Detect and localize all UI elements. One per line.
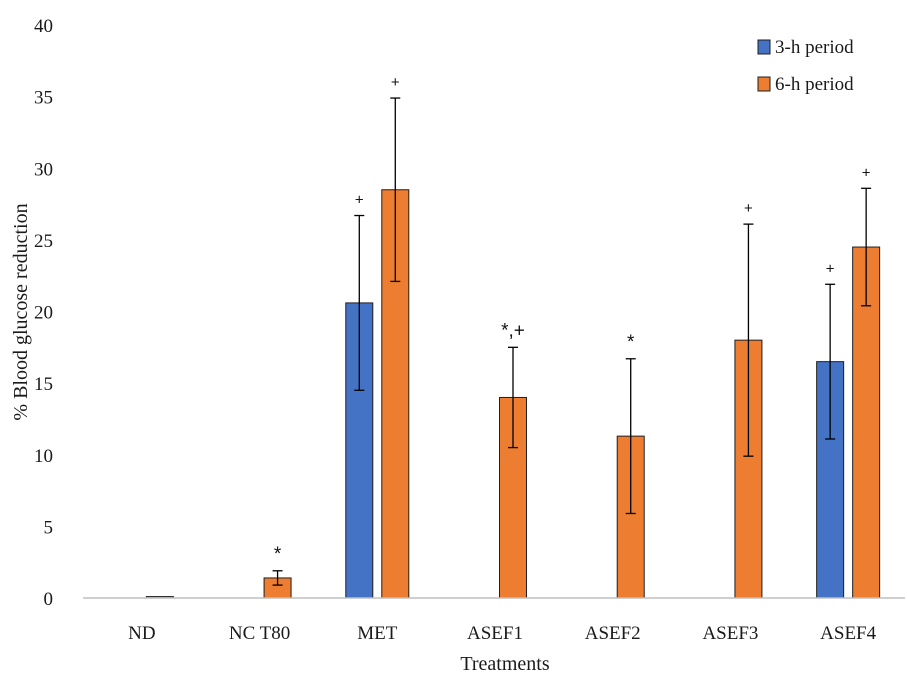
significance-mark: + [826,260,835,277]
x-tick-label: ASEF2 [585,623,641,644]
legend-label: 3-h period [775,37,854,58]
x-tick-label: ND [128,623,155,644]
significance-mark: + [391,74,400,91]
y-axis: 0 5 10 15 20 25 30 35 40 [34,16,53,610]
y-tick-label: 30 [34,159,53,180]
legend-swatch [757,76,771,92]
legend: 3-h period 6-h period [757,37,854,95]
y-tick-label: 0 [44,589,54,610]
significance-mark: + [355,192,364,209]
significance-mark: + [744,200,753,217]
x-tick-label: NC T80 [229,623,290,644]
y-tick-label: 15 [34,374,53,395]
y-tick-label: 40 [34,16,53,37]
y-tick-label: 35 [34,88,53,109]
x-axis: ND NC T80 MET ASEF1 ASEF2 ASEF3 ASEF4 [128,623,876,644]
y-tick-label: 20 [34,303,53,324]
y-tick-label: 5 [44,517,54,538]
y-tick-label: 10 [34,446,53,467]
significance-annotations: + + * + *,+ * + + [274,74,871,565]
error-bars [272,97,872,586]
significance-mark: * [627,332,635,353]
x-axis-title: Treatments [460,653,549,675]
y-axis-title: % Blood glucose reduction [10,203,32,420]
legend-label: 6-h period [775,74,854,95]
y-tick-label: 25 [34,231,53,252]
significance-mark: + [862,164,871,181]
x-tick-label: MET [357,623,398,644]
x-tick-label: ASEF3 [702,623,758,644]
significance-mark: * [274,544,282,565]
x-tick-label: ASEF4 [820,623,876,644]
x-tick-label: ASEF1 [467,623,523,644]
significance-mark: *,+ [501,320,525,341]
legend-swatch [757,39,771,55]
